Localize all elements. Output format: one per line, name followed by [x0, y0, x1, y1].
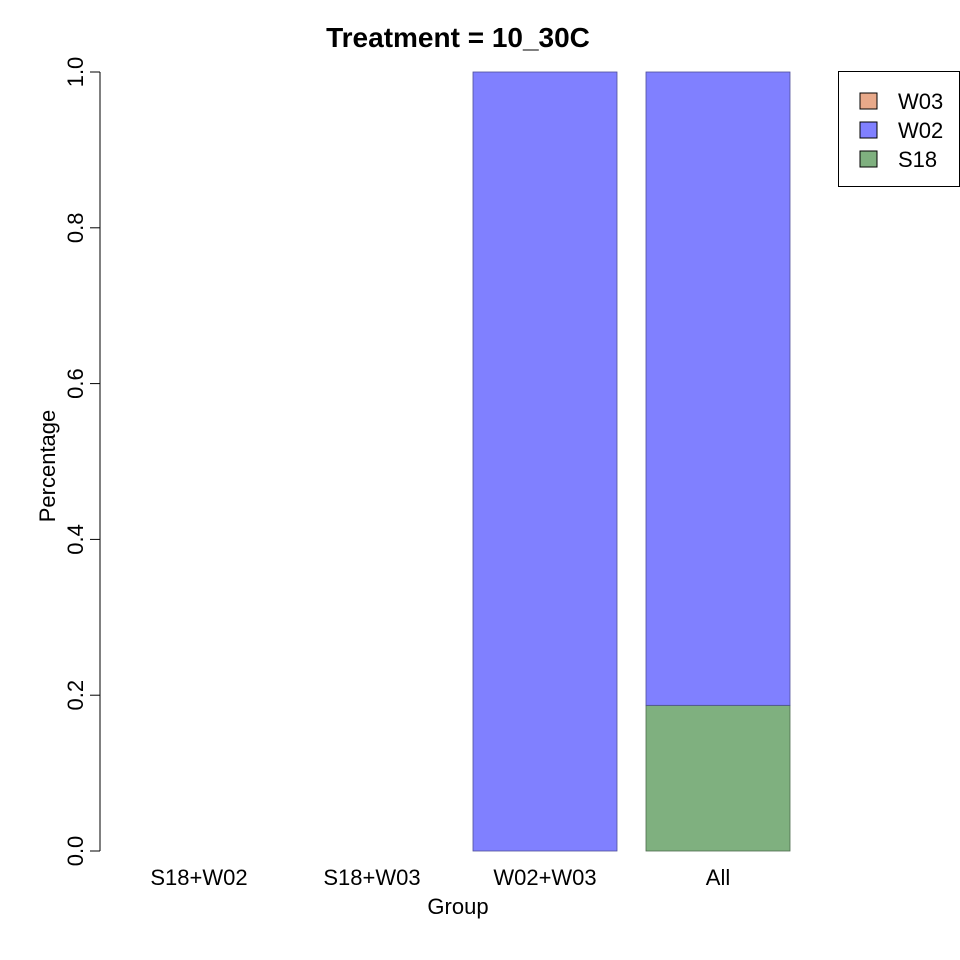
x-axis-tick-labels: S18+W02 S18+W03 W02+W03 All: [150, 865, 730, 890]
bar-segment-w02-2: [472, 71, 618, 852]
bar-segment-w02-3: [645, 71, 791, 706]
legend: W03 W02 S18: [838, 71, 960, 187]
legend-label-w02: W02: [898, 118, 943, 143]
y-tick-label: 0.6: [63, 368, 88, 399]
legend-label-w03: W03: [898, 89, 943, 114]
x-tick-label: S18+W02: [150, 865, 247, 890]
x-tick-label: S18+W03: [323, 865, 420, 890]
y-axis-label: Percentage: [35, 410, 60, 523]
legend-box: [838, 71, 960, 187]
y-tick-label: 1.0: [63, 57, 88, 88]
legend-label-s18: S18: [898, 147, 937, 172]
x-tick-label: All: [706, 865, 730, 890]
chart-title: Treatment = 10_30C: [326, 22, 590, 53]
x-axis-label: Group: [427, 894, 488, 919]
y-axis: 0.0 0.2 0.4 0.6 0.8 1.0: [63, 57, 101, 867]
y-tick-label: 0.4: [63, 524, 88, 555]
y-tick-label: 0.2: [63, 680, 88, 711]
legend-swatch-w02: [859, 121, 878, 139]
legend-swatch-w03: [859, 92, 878, 110]
x-tick-label: W02+W03: [493, 865, 596, 890]
bar-segment-s18-3: [645, 704, 791, 852]
bars: [472, 71, 791, 852]
y-tick-label: 0.0: [63, 836, 88, 867]
legend-swatch-s18: [859, 150, 878, 168]
y-tick-label: 0.8: [63, 213, 88, 244]
